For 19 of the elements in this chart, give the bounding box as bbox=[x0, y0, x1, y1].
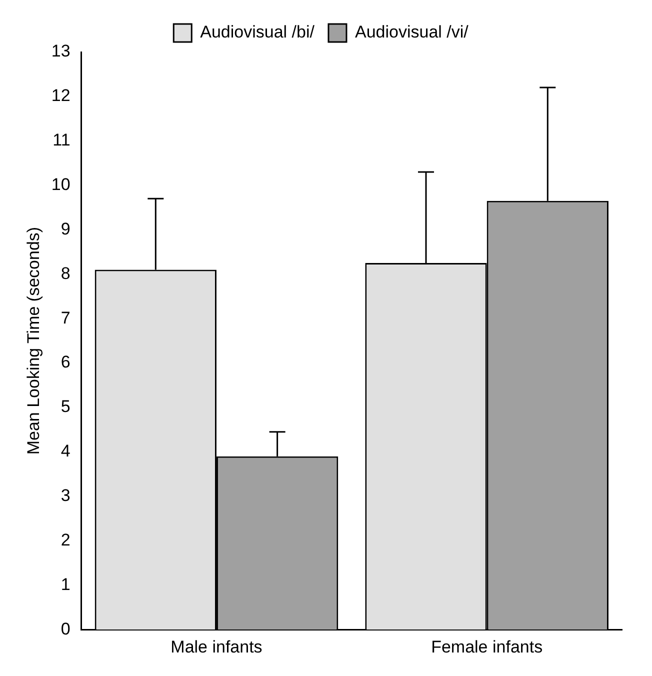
legend-label: Audiovisual /vi/ bbox=[354, 22, 469, 42]
y-tick-label: 7 bbox=[60, 308, 70, 328]
y-tick-label: 4 bbox=[60, 442, 70, 461]
y-axis-title: Mean Looking Time (seconds) bbox=[24, 226, 43, 455]
y-tick-label: 3 bbox=[60, 486, 70, 505]
x-tick-label: Female infants bbox=[431, 637, 543, 656]
y-tick-label: 13 bbox=[51, 42, 70, 61]
y-tick-label: 12 bbox=[51, 86, 70, 106]
y-tick-label: 5 bbox=[60, 397, 70, 416]
y-tick-label: 1 bbox=[60, 574, 70, 594]
legend-label: Audiovisual /bi/ bbox=[200, 22, 315, 42]
y-tick-label: 11 bbox=[52, 130, 70, 150]
y-tick-label: 9 bbox=[60, 219, 70, 238]
y-tick-label: 6 bbox=[60, 352, 70, 372]
y-tick-label: 8 bbox=[60, 264, 70, 283]
x-tick-label: Male infants bbox=[170, 637, 262, 656]
y-tick-label: 10 bbox=[51, 174, 70, 194]
y-tick-label: 2 bbox=[60, 530, 70, 550]
y-tick-label: 0 bbox=[60, 619, 70, 638]
